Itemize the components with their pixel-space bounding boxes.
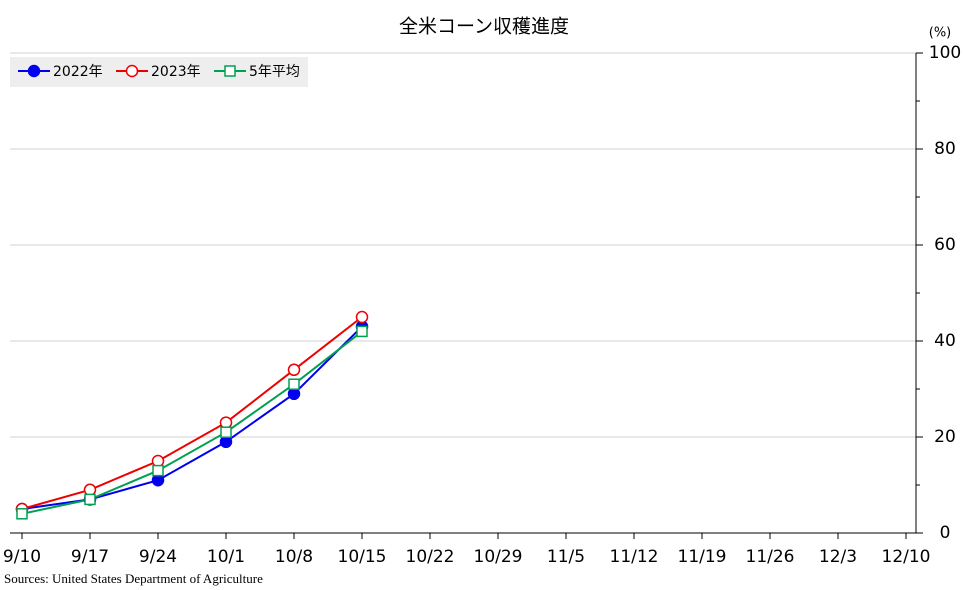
x-tick-label: 10/29 xyxy=(474,547,523,567)
marker xyxy=(16,508,28,520)
y-tick-label: 60 xyxy=(934,235,956,255)
y-unit: (%) xyxy=(929,26,952,41)
x-tick-label: 10/22 xyxy=(406,547,455,567)
legend-label: 5年平均 xyxy=(249,64,300,80)
x-tick-label: 11/5 xyxy=(547,547,585,567)
y-tick-label: 100 xyxy=(929,43,961,63)
x-tick-label: 9/17 xyxy=(71,547,109,567)
x-tick-label: 10/8 xyxy=(275,547,313,567)
marker xyxy=(287,363,301,377)
x-tick-label: 9/24 xyxy=(139,547,177,567)
legend-box xyxy=(10,57,308,87)
x-tick-label: 11/26 xyxy=(746,547,795,567)
x-tick-label: 11/19 xyxy=(678,547,727,567)
x-tick-label: 10/1 xyxy=(207,547,245,567)
marker xyxy=(355,310,369,324)
y-tick-label: 80 xyxy=(934,139,956,159)
legend-marker xyxy=(125,64,139,78)
legend-label: 2022年 xyxy=(53,64,103,80)
marker xyxy=(152,464,164,477)
x-tick-label: 9/10 xyxy=(3,547,41,567)
marker xyxy=(356,325,368,338)
y-tick-label: 40 xyxy=(934,331,956,351)
marker xyxy=(84,493,96,506)
series-line xyxy=(21,325,363,510)
x-tick-label: 12/10 xyxy=(882,547,931,567)
y-tick-label: 0 xyxy=(940,523,951,543)
y-tick-label: 20 xyxy=(934,427,956,447)
legend-marker xyxy=(27,64,41,78)
source: Sources: United States Department of Agr… xyxy=(4,571,263,586)
legend-label: 2023年 xyxy=(151,64,201,80)
chart-title: 全米コーン収穫進度 xyxy=(399,16,569,38)
x-tick-label: 12/3 xyxy=(819,547,857,567)
legend-marker xyxy=(224,65,236,77)
series-line xyxy=(21,316,363,510)
x-tick-label: 10/15 xyxy=(338,547,387,567)
x-tick-label: 11/12 xyxy=(610,547,659,567)
series-line xyxy=(21,330,363,515)
marker xyxy=(220,426,232,438)
marker xyxy=(288,378,300,390)
